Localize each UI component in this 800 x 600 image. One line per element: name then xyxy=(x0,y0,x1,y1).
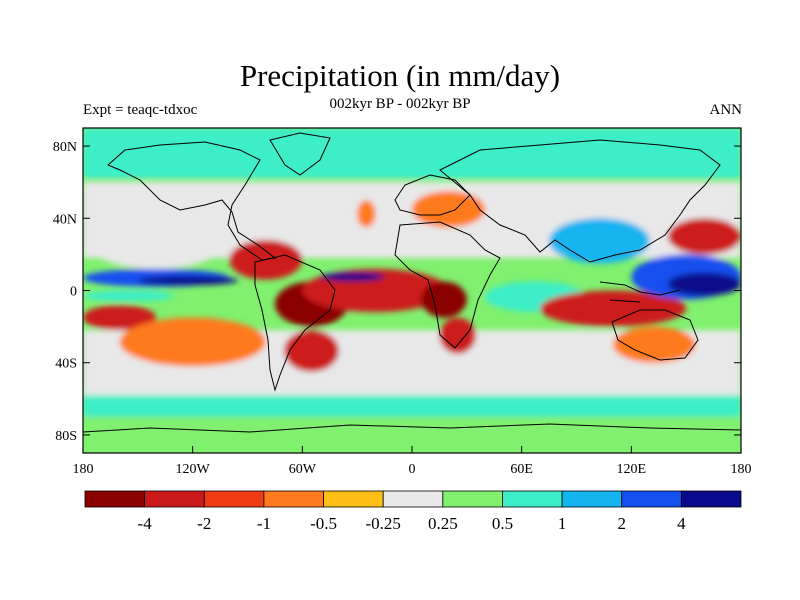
colorbar-label: 2 xyxy=(617,514,626,533)
field-layer xyxy=(83,128,741,453)
region-arctic-mixed xyxy=(83,128,741,179)
x-tick-label: 60W xyxy=(289,462,317,477)
colorbar-box xyxy=(561,490,623,508)
season-label: ANN xyxy=(709,102,743,118)
region-pacific-south-orange xyxy=(119,317,266,367)
colorbar-label: -4 xyxy=(138,514,153,533)
x-tick-label: 60E xyxy=(510,462,533,477)
region-north-atlantic-orange xyxy=(357,200,376,228)
colorbar-label: 4 xyxy=(677,514,686,533)
region-south-africa-red xyxy=(439,317,476,354)
region-atlantic-itcz-navy xyxy=(320,272,385,282)
region-west-pacific-navy xyxy=(667,272,741,296)
y-tick-label: 0 xyxy=(70,285,77,300)
colorbar-box xyxy=(502,490,563,508)
region-pacific-itcz-navy xyxy=(137,276,239,286)
y-tick-label: 80N xyxy=(53,140,77,155)
region-australia-orange xyxy=(613,326,696,363)
colorbar-box xyxy=(84,490,146,508)
colorbar-box xyxy=(323,490,384,508)
x-tick-label: 120E xyxy=(617,462,647,477)
chart-subtitle: 002kyr BP - 002kyr BP xyxy=(329,96,471,112)
colorbar-label: 0.25 xyxy=(428,514,458,533)
colorbar-box xyxy=(263,490,324,508)
x-tick-label: 120W xyxy=(176,462,211,477)
region-maritime-red xyxy=(539,290,687,327)
colorbar-box xyxy=(144,490,205,508)
colorbar-label: 1 xyxy=(558,514,567,533)
colorbar-label: -0.25 xyxy=(365,514,400,533)
colorbar-label: -0.5 xyxy=(310,514,337,533)
region-pacific-eq-cyan xyxy=(83,290,175,302)
region-pacific-south-red xyxy=(83,304,157,331)
region-africa-darkred xyxy=(421,281,467,318)
experiment-label: Expt = teaqc-tdxoc xyxy=(83,102,198,118)
chart-title: Precipitation (in mm/day) xyxy=(239,58,561,93)
colorbar-box xyxy=(680,490,742,508)
y-tick-label: 40S xyxy=(55,357,77,372)
coastlines xyxy=(83,132,741,433)
axes-group: 80N 40N 0 40S 80S 180 120W 60W 0 60E 120E 180 xyxy=(53,127,752,477)
region-south-ocean-cyan xyxy=(83,395,741,417)
y-tick-label: 80S xyxy=(55,429,77,444)
colorbar-box xyxy=(442,490,503,508)
region-asia-blue xyxy=(549,218,650,264)
region-pacific-north-neutral xyxy=(83,209,230,269)
x-tick-label: 0 xyxy=(409,462,416,477)
x-tick-label: 180 xyxy=(731,462,752,477)
colorbar-box xyxy=(621,490,682,508)
colorbar-box xyxy=(203,490,265,508)
colorbar-label: 0.5 xyxy=(492,514,513,533)
colorbar-label: -2 xyxy=(197,514,211,533)
x-tick-label: 180 xyxy=(73,462,94,477)
region-europe-orange xyxy=(412,191,486,228)
colorbar-box xyxy=(382,490,444,508)
colorbar: -4 -2 -1 -0.5 -0.25 0.25 0.5 1 2 4 xyxy=(84,490,742,533)
y-tick-label: 40N xyxy=(53,212,77,227)
region-south-america-south-red xyxy=(284,330,339,372)
colorbar-label: -1 xyxy=(257,514,271,533)
region-north-pacific-red xyxy=(667,218,741,255)
